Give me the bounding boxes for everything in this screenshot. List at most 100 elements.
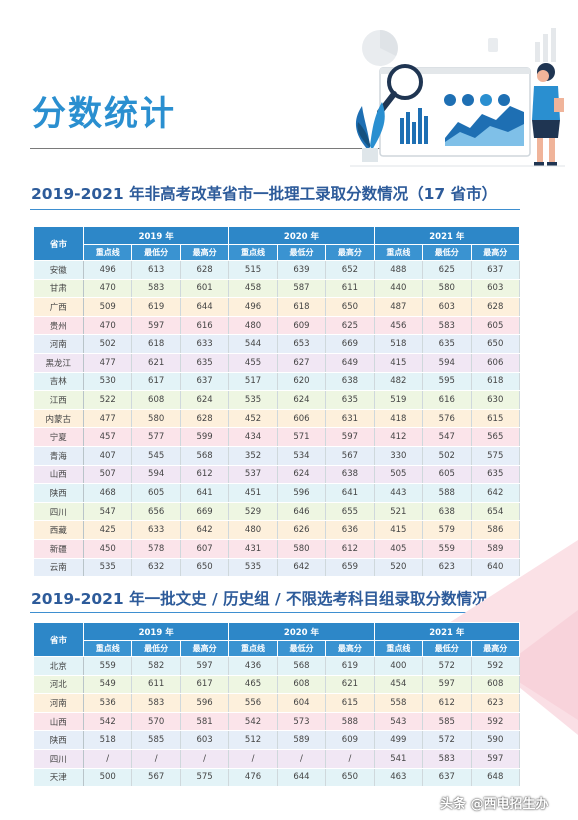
score-cell: 617	[180, 675, 230, 695]
score-cell: 580	[422, 279, 472, 299]
score-cell: 588	[325, 712, 375, 732]
score-cell: 585	[131, 730, 181, 750]
score-cell: 505	[374, 465, 424, 485]
table-row: 吉林 530 617 637 517 620 638 482 595 618	[33, 372, 520, 392]
score-cell: 594	[131, 465, 181, 485]
score-cell: 580	[277, 539, 327, 559]
score-cell: 624	[180, 390, 230, 410]
score-cell: 625	[422, 260, 472, 280]
score-cell: 568	[277, 656, 327, 676]
table-row: 河北 549 611 617 465 608 621 454 597 608	[33, 675, 520, 695]
province-cell: 山西	[33, 465, 84, 485]
score-cell: 638	[325, 465, 375, 485]
table-row: 甘肃 470 583 601 458 587 611 440 580 603	[33, 279, 520, 299]
province-header: 省市	[33, 226, 84, 261]
watermark: 头条 @西电招生办	[440, 797, 549, 812]
min-score-header: 最低分	[131, 640, 181, 657]
score-cell: 641	[325, 483, 375, 503]
score-cell: 624	[277, 465, 327, 485]
score-cell: 650	[471, 334, 520, 354]
province-cell: 内蒙古	[33, 409, 84, 429]
score-cell: 556	[228, 693, 278, 713]
page-title: 分数统计	[32, 94, 176, 134]
score-cell: 621	[131, 353, 181, 373]
person-illustration	[532, 63, 564, 166]
score-cell: 605	[422, 465, 472, 485]
score-cell: 541	[374, 749, 424, 769]
section-divider	[30, 612, 520, 613]
score-cell: 567	[325, 446, 375, 466]
score-cell: 615	[325, 693, 375, 713]
province-header: 省市	[33, 622, 84, 657]
score-cell: 608	[471, 675, 520, 695]
score-cell: 612	[325, 539, 375, 559]
score-cell: 639	[277, 260, 327, 280]
score-cell: 637	[180, 372, 230, 392]
province-cell: 黑龙江	[33, 353, 84, 373]
table-row: 新疆 450 578 607 431 580 612 405 559 589	[33, 539, 520, 559]
score-cell: 623	[471, 693, 520, 713]
score-cell: 611	[325, 279, 375, 299]
score-cell: 502	[83, 334, 133, 354]
table-row: 青海 407 545 568 352 534 567 330 502 575	[33, 446, 520, 466]
province-cell: 贵州	[33, 316, 84, 336]
score-cell: 637	[471, 260, 520, 280]
score-cell: 545	[131, 446, 181, 466]
max-score-header: 最高分	[325, 244, 375, 261]
province-cell: 宁夏	[33, 427, 84, 447]
score-cell: /	[228, 749, 278, 769]
score-cell: 617	[131, 372, 181, 392]
score-cell: 619	[325, 656, 375, 676]
score-cell: 575	[180, 768, 230, 788]
score-cell: 628	[180, 260, 230, 280]
table-row: 西藏 425 633 642 480 626 636 415 579 586	[33, 520, 520, 540]
score-cell: 500	[83, 768, 133, 788]
score-cell: 571	[277, 427, 327, 447]
score-cell: 625	[325, 316, 375, 336]
score-cell: 568	[180, 446, 230, 466]
key-line-header: 重点线	[228, 244, 278, 261]
score-cell: 330	[374, 446, 424, 466]
score-cell: 628	[471, 297, 520, 317]
score-cell: 522	[83, 390, 133, 410]
score-cell: 642	[277, 558, 327, 578]
score-cell: 605	[131, 483, 181, 503]
year-header: 2020 年	[228, 226, 375, 245]
score-cell: 405	[374, 539, 424, 559]
score-cell: 599	[180, 427, 230, 447]
score-cell: 644	[180, 297, 230, 317]
section-divider	[30, 209, 520, 210]
province-cell: 安徽	[33, 260, 84, 280]
score-cell: 650	[180, 558, 230, 578]
score-cell: 627	[277, 353, 327, 373]
table-row: 四川 / / / / //541 583 597	[33, 749, 520, 769]
score-cell: 640	[471, 558, 520, 578]
score-cell: 621	[325, 675, 375, 695]
score-cell: 536	[83, 693, 133, 713]
score-cell: 642	[471, 483, 520, 503]
section-heading-science: 2019-2021 年非高考改革省市一批理工录取分数情况（17 省市）	[31, 185, 498, 203]
score-cell: 652	[325, 260, 375, 280]
score-cell: 465	[228, 675, 278, 695]
score-cell: 592	[471, 656, 520, 676]
score-cell: 597	[180, 656, 230, 676]
score-cell: 578	[131, 539, 181, 559]
score-cell: 637	[422, 768, 472, 788]
score-cell: 626	[277, 520, 327, 540]
score-cell: 521	[374, 502, 424, 522]
score-cell: 581	[180, 712, 230, 732]
score-cell: 559	[422, 539, 472, 559]
score-cell: 440	[374, 279, 424, 299]
score-cell: 476	[228, 768, 278, 788]
score-cell: 659	[325, 558, 375, 578]
table-row: 山西 507 594 612 537 624 638 505 605 635	[33, 465, 520, 485]
score-cell: 496	[83, 260, 133, 280]
score-cell: /	[180, 749, 230, 769]
table-body: 安徽 496 613 628 515 639 652 488 625 637 甘肃 470 583 601…	[33, 260, 520, 578]
score-cell: 480	[228, 316, 278, 336]
min-score-header: 最低分	[276, 244, 327, 261]
score-cell: 646	[277, 502, 327, 522]
score-cell: 520	[374, 558, 424, 578]
table-row: 云南 535 632 650 535 642 659 520 623 640	[33, 558, 520, 578]
province-cell: 四川	[33, 749, 84, 769]
